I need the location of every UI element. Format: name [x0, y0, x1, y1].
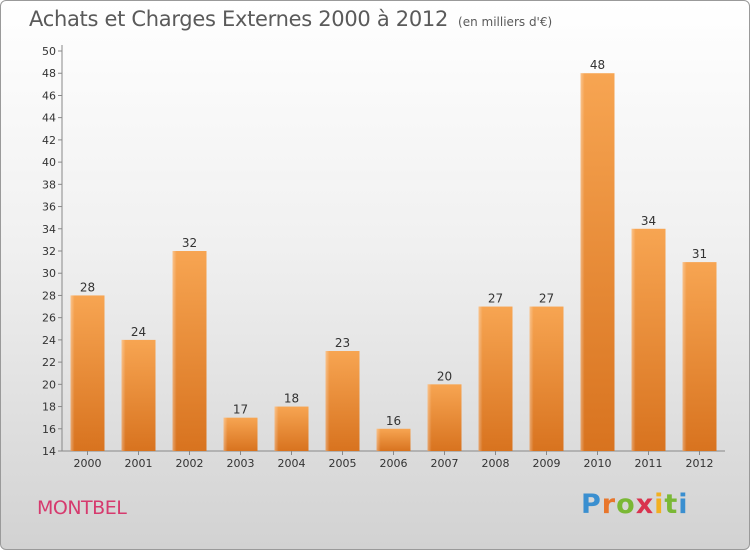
- brand-letter: i: [654, 489, 665, 520]
- y-tick-label: 38: [42, 178, 56, 191]
- y-tick-label: 16: [42, 423, 56, 436]
- x-tick-label-2012: 2012: [686, 457, 714, 470]
- y-tick-label: 20: [42, 378, 56, 391]
- x-tick-label-2010: 2010: [584, 457, 612, 470]
- value-label-2005: 23: [335, 336, 350, 350]
- x-tick-label-2000: 2000: [74, 457, 102, 470]
- y-tick-label: 32: [42, 245, 56, 258]
- y-tick-label: 14: [42, 445, 56, 458]
- x-tick-label-2008: 2008: [482, 457, 510, 470]
- x-tick-label-2006: 2006: [380, 457, 408, 470]
- y-tick-label: 40: [42, 156, 56, 169]
- y-tick-label: 22: [42, 356, 56, 369]
- chart-subtitle: (en milliers d'€): [458, 15, 553, 29]
- value-label-2000: 28: [80, 280, 95, 294]
- value-label-2010: 48: [590, 58, 605, 72]
- bar-highlight: [478, 306, 513, 451]
- brand-letter: i: [678, 489, 689, 520]
- value-label-2008: 27: [488, 292, 503, 306]
- bar-highlight: [325, 351, 360, 451]
- value-label-2007: 20: [437, 369, 452, 383]
- y-tick-label: 48: [42, 67, 56, 80]
- bar-highlight: [529, 306, 564, 451]
- y-tick-label: 34: [42, 223, 56, 236]
- y-tick-label: 18: [42, 401, 56, 414]
- y-tick-label: 36: [42, 201, 56, 214]
- proxiti-logo: Proxiti: [581, 489, 689, 520]
- brand-letter: r: [601, 489, 617, 520]
- x-tick-label-2009: 2009: [533, 457, 561, 470]
- x-tick-label-2001: 2001: [125, 457, 153, 470]
- bar-highlight: [223, 417, 258, 451]
- bar-highlight: [274, 406, 309, 451]
- brand-letter: o: [616, 489, 636, 520]
- x-tick-label-2007: 2007: [431, 457, 459, 470]
- commune-name: MONTBEL: [37, 497, 127, 519]
- bar-highlight: [172, 251, 207, 451]
- y-tick-label: 26: [42, 312, 56, 325]
- bar-highlight: [631, 228, 666, 451]
- value-label-2009: 27: [539, 292, 554, 306]
- value-label-2006: 16: [386, 414, 401, 428]
- brand-letter: x: [635, 489, 655, 520]
- bar-highlight: [70, 295, 105, 451]
- y-tick-label: 30: [42, 267, 56, 280]
- value-label-2001: 24: [131, 325, 146, 339]
- value-label-2011: 34: [641, 214, 656, 228]
- y-tick-label: 46: [42, 89, 56, 102]
- chart-title: Achats et Charges Externes 2000 à 2012 (e…: [29, 7, 552, 31]
- x-tick-label-2005: 2005: [329, 457, 357, 470]
- value-label-2012: 31: [692, 247, 707, 261]
- y-tick-label: 50: [42, 45, 56, 58]
- bar-highlight: [376, 428, 411, 451]
- x-tick-label-2004: 2004: [278, 457, 306, 470]
- chart-title-text: Achats et Charges Externes 2000 à 2012: [29, 7, 449, 31]
- value-label-2004: 18: [284, 392, 299, 406]
- y-tick-label: 28: [42, 289, 56, 302]
- bar-highlight: [427, 384, 462, 451]
- value-label-2002: 32: [182, 236, 197, 250]
- y-tick-label: 44: [42, 112, 56, 125]
- x-tick-label-2002: 2002: [176, 457, 204, 470]
- value-label-2003: 17: [233, 403, 248, 417]
- bar-highlight: [580, 73, 615, 451]
- y-tick-label: 42: [42, 134, 56, 147]
- x-tick-label-2011: 2011: [635, 457, 663, 470]
- y-tick-label: 24: [42, 334, 56, 347]
- brand-letter: t: [664, 489, 679, 520]
- brand-letter: P: [581, 489, 602, 520]
- bar-highlight: [682, 262, 717, 451]
- x-tick-label-2003: 2003: [227, 457, 255, 470]
- bar-highlight: [121, 339, 156, 451]
